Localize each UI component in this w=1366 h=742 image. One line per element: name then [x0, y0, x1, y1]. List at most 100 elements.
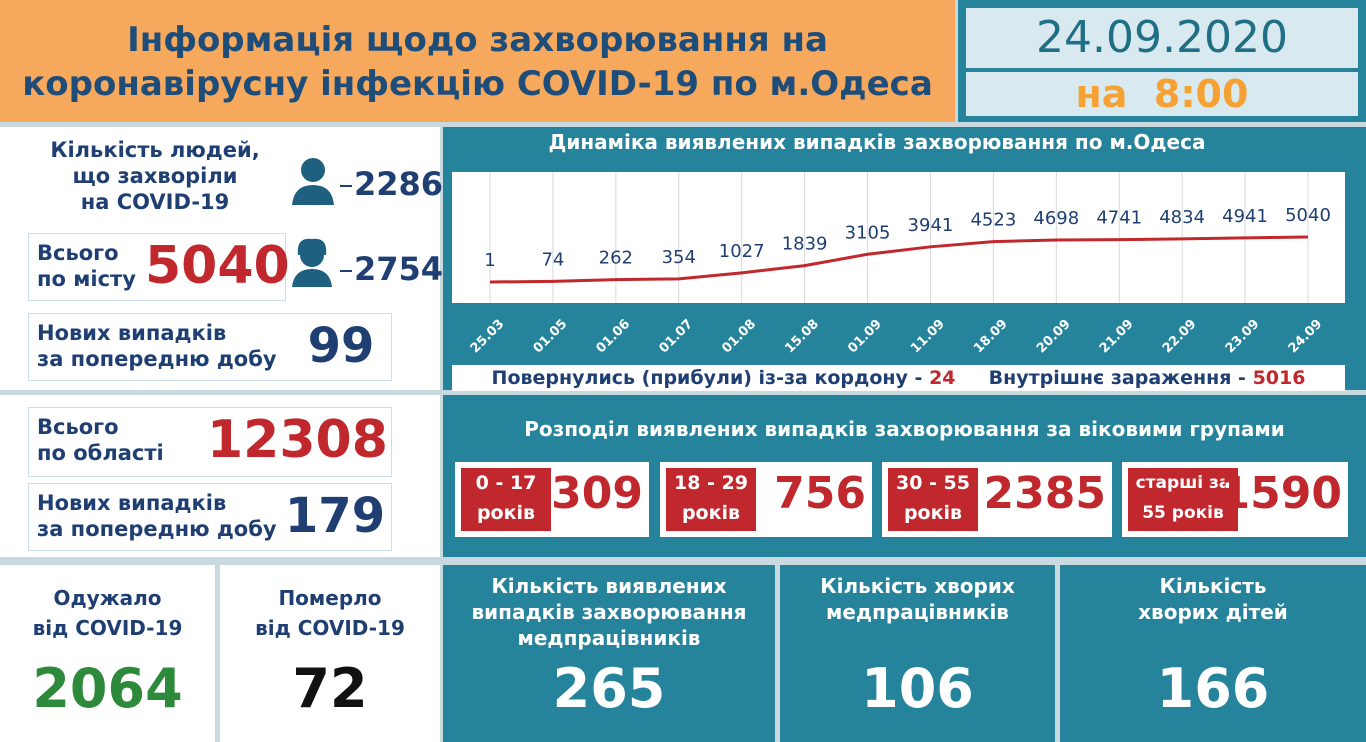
- medical-label: Кількість хворих медпрацівників: [780, 573, 1055, 625]
- region-panel: Всього по області 12308 Нових випадків з…: [0, 395, 440, 557]
- medical-value: 166: [1156, 657, 1270, 720]
- ages-panel: Розподіл виявлених випадків захворювання…: [443, 395, 1366, 557]
- label-line: по місту: [37, 267, 136, 291]
- age-box: 30 - 55 років 2385: [882, 462, 1112, 537]
- data-label: 4741: [1096, 208, 1142, 229]
- data-label: 262: [599, 248, 633, 269]
- died-panel: Померло від COVID-19 72: [220, 565, 440, 742]
- date: 24.09.2020: [966, 8, 1358, 68]
- city-new: 99: [307, 318, 375, 374]
- age-value: 2385: [983, 468, 1106, 519]
- label-line: Нових випадків: [37, 321, 227, 345]
- women-count: 2754: [354, 250, 444, 288]
- x-tick-label: 22.09: [1160, 317, 1200, 357]
- label-line: Всього: [37, 241, 119, 265]
- recovered-label: Одужало від COVID-19: [0, 583, 215, 643]
- label-line: за попередню добу: [37, 347, 277, 371]
- x-tick-label: 01.05: [531, 317, 571, 357]
- x-tick-label: 11.09: [908, 317, 948, 357]
- label-line: 18 - 29: [674, 472, 748, 494]
- label-line: медпрацівників: [517, 626, 701, 650]
- data-label: 74: [541, 249, 564, 270]
- label-line: Нових випадків: [37, 491, 227, 515]
- data-label: 4523: [970, 210, 1016, 231]
- age-label: 0 - 17 років: [461, 468, 551, 531]
- time-prefix: на: [1075, 72, 1128, 116]
- returned-label: Повернулись (прибули) із-за кордону -: [491, 367, 923, 389]
- dash: [340, 185, 352, 187]
- data-label: 3105: [845, 222, 891, 243]
- person-icons: [292, 158, 334, 287]
- region-new-box: Нових випадків за попередню добу 179: [28, 483, 392, 551]
- city-panel: Кількість людей, що захворіли на COVID-1…: [0, 127, 444, 390]
- time: на 8:00: [966, 72, 1358, 116]
- city-total: 5040: [145, 236, 290, 296]
- x-tick-label: 01.09: [845, 317, 885, 357]
- died-value: 72: [292, 657, 368, 720]
- medical-value: 265: [552, 657, 666, 720]
- age-value: 756: [774, 468, 866, 519]
- medical-panel: Кількість виявлених випадків захворювання…: [443, 565, 775, 742]
- title-line: коронавірусну інфекцію COVID-19 по м.Оде…: [22, 64, 933, 104]
- recovered-value: 2064: [32, 657, 183, 720]
- data-label: 4941: [1222, 206, 1268, 227]
- label-line: Кількість людей,: [50, 138, 260, 162]
- died-label: Померло від COVID-19: [220, 583, 440, 643]
- returned-value: 24: [929, 367, 956, 389]
- age-label: 18 - 29 років: [666, 468, 756, 531]
- total-label: Всього по місту: [37, 240, 136, 292]
- dash: [340, 270, 352, 272]
- data-label: 5040: [1285, 205, 1331, 226]
- region-new: 179: [284, 488, 386, 544]
- x-tick-label: 24.09: [1286, 317, 1326, 357]
- label-line: за попередню добу: [37, 517, 277, 541]
- region-total-label: Всього по області: [37, 414, 164, 466]
- data-label: 354: [662, 247, 696, 268]
- label-line: Кількість хворих: [820, 574, 1015, 598]
- label-line: хворих дітей: [1138, 600, 1288, 624]
- border-strip: Повернулись (прибули) із-за кордону - 24…: [452, 365, 1345, 391]
- region-total-box: Всього по області 12308: [28, 407, 392, 477]
- data-label: 4834: [1159, 207, 1205, 228]
- new-label: Нових випадків за попередню добу: [37, 320, 277, 372]
- region-new-label: Нових випадків за попередню добу: [37, 490, 277, 542]
- men-count: 2286: [354, 165, 444, 203]
- x-tick-label: 20.09: [1034, 317, 1074, 357]
- label-line: років: [681, 502, 741, 524]
- age-box: старші за 55 років 1590: [1122, 462, 1348, 537]
- medical-label: Кількість хворих дітей: [1060, 573, 1366, 625]
- data-label: 1027: [719, 241, 765, 262]
- region-total: 12308: [207, 410, 388, 470]
- age-label: 30 - 55 років: [888, 468, 978, 531]
- data-label: 4698: [1033, 208, 1079, 229]
- new-box: Нових випадків за попередню добу 99: [28, 313, 392, 381]
- total-box: Всього по місту 5040: [28, 233, 290, 301]
- sick-label: Кількість людей, що захворіли на COVID-1…: [20, 137, 290, 215]
- x-tick-label: 01.07: [656, 317, 696, 357]
- x-tick-label: 25.03: [468, 317, 508, 357]
- age-label: старші за 55 років: [1128, 468, 1238, 531]
- label-line: по області: [37, 441, 164, 465]
- label-line: медпрацівників: [826, 600, 1009, 624]
- medical-panel: Кількість хворих медпрацівників 106: [780, 565, 1055, 742]
- line-chart: Динаміка виявлених випадків захворювання…: [452, 130, 1345, 357]
- label-line: 0 - 17: [475, 472, 537, 494]
- internal-label: Внутрішнє зараження -: [988, 367, 1246, 389]
- recovered-panel: Одужало від COVID-19 2064: [0, 565, 215, 742]
- label-line: старші за: [1135, 473, 1231, 493]
- age-value: 1590: [1219, 468, 1342, 519]
- ages-title: Розподіл виявлених випадків захворювання…: [524, 417, 1285, 441]
- label-line: 30 - 55: [896, 472, 970, 494]
- label-line: років: [903, 502, 963, 524]
- label-line: випадків захворювання: [471, 600, 747, 624]
- label-line: що захворіли: [72, 164, 238, 188]
- medical-value: 106: [861, 657, 974, 720]
- data-label: 1839: [782, 234, 828, 255]
- x-tick-label: 23.09: [1223, 317, 1263, 357]
- data-label: 3941: [908, 215, 954, 236]
- x-tick-label: 21.09: [1097, 317, 1137, 357]
- time-value: 8:00: [1153, 72, 1249, 116]
- label-line: Всього: [37, 415, 119, 439]
- x-tick-label: 15.08: [782, 317, 822, 357]
- title-line: Інформація щодо захворювання на: [127, 20, 828, 60]
